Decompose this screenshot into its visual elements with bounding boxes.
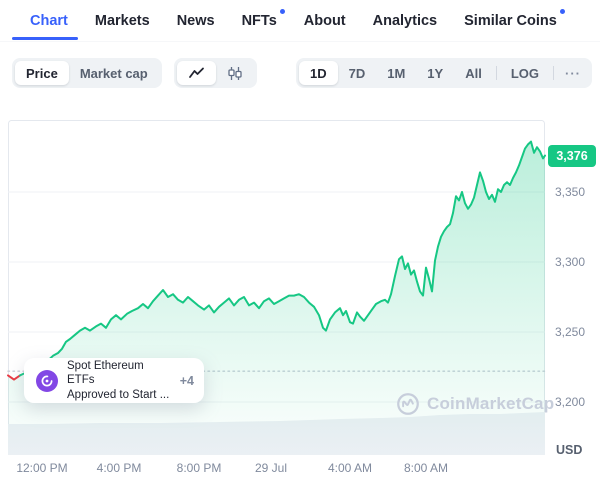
- time-range-control: 1D 7D 1M 1Y All LOG ···: [295, 58, 592, 88]
- tab-news[interactable]: News: [176, 12, 215, 29]
- range-1m-button[interactable]: 1M: [376, 61, 416, 85]
- range-7d-button[interactable]: 7D: [338, 61, 377, 85]
- range-log-button[interactable]: LOG: [500, 61, 550, 85]
- price-axis-tick: 3,250: [555, 325, 586, 339]
- price-axis-tick: 3,200: [555, 395, 586, 409]
- new-indicator-dot: [559, 8, 565, 14]
- news-line-2: Approved to Start ...: [67, 388, 170, 401]
- news-line-1: Spot Ethereum ETFs: [67, 359, 144, 387]
- coin-tabs-nav: Chart Markets News NFTs About Analytics Simila…: [0, 0, 600, 42]
- watermark-text: CoinMarketCap: [427, 394, 555, 413]
- tab-nfts[interactable]: NFTs: [242, 8, 285, 29]
- news-event-icon: [36, 369, 58, 392]
- market-cap-toggle-button[interactable]: Market cap: [69, 61, 159, 85]
- currency-axis-label: USD: [556, 443, 583, 457]
- range-1d-button[interactable]: 1D: [298, 61, 338, 85]
- line-chart-icon[interactable]: [176, 61, 216, 85]
- time-axis-tick: 4:00 PM: [96, 461, 142, 475]
- chart-type-toggle: [173, 58, 257, 88]
- tab-chart[interactable]: Chart: [30, 12, 68, 29]
- tab-similar-coins[interactable]: Similar Coins: [464, 8, 565, 29]
- news-annotation-text: Spot Ethereum ETFs Approved to Start ...: [67, 359, 171, 403]
- range-divider: [553, 66, 554, 80]
- more-options-button[interactable]: ···: [557, 61, 589, 85]
- tab-markets[interactable]: Markets: [94, 12, 150, 29]
- range-divider: [495, 66, 497, 80]
- coinmarketcap-watermark: CoinMarketCap: [396, 392, 554, 416]
- last-price-badge: 3,376: [548, 144, 596, 167]
- price-axis-tick: 3,300: [555, 255, 586, 269]
- time-axis-tick: 4:00 AM: [327, 461, 373, 475]
- price-axis-tick: 3,350: [555, 185, 586, 199]
- new-indicator-dot: [279, 8, 285, 14]
- time-axis-tick: 29 Jul: [254, 461, 288, 475]
- candlestick-chart-icon[interactable]: [216, 61, 254, 85]
- tab-about[interactable]: About: [303, 12, 346, 29]
- range-1y-button[interactable]: 1Y: [416, 61, 454, 85]
- chart-toolbar: Price Market cap 1D 7D 1M 1Y All LOG ···: [12, 58, 592, 88]
- coinmarketcap-logo-icon: [397, 393, 419, 415]
- news-annotation-card[interactable]: Spot Ethereum ETFs Approved to Start ...…: [24, 358, 204, 403]
- tab-analytics[interactable]: Analytics: [372, 12, 438, 29]
- time-axis-tick: 8:00 AM: [403, 461, 449, 475]
- price-marketcap-toggle: Price Market cap: [12, 58, 162, 88]
- active-tab-underline: [12, 37, 78, 40]
- time-axis-tick: 8:00 PM: [176, 461, 222, 475]
- news-more-count-badge: +4: [179, 373, 194, 388]
- range-all-button[interactable]: All: [454, 61, 493, 85]
- toolbar-left-group: Price Market cap: [12, 58, 257, 88]
- time-axis-tick: 12:00 PM: [16, 461, 68, 475]
- price-toggle-button[interactable]: Price: [15, 61, 69, 85]
